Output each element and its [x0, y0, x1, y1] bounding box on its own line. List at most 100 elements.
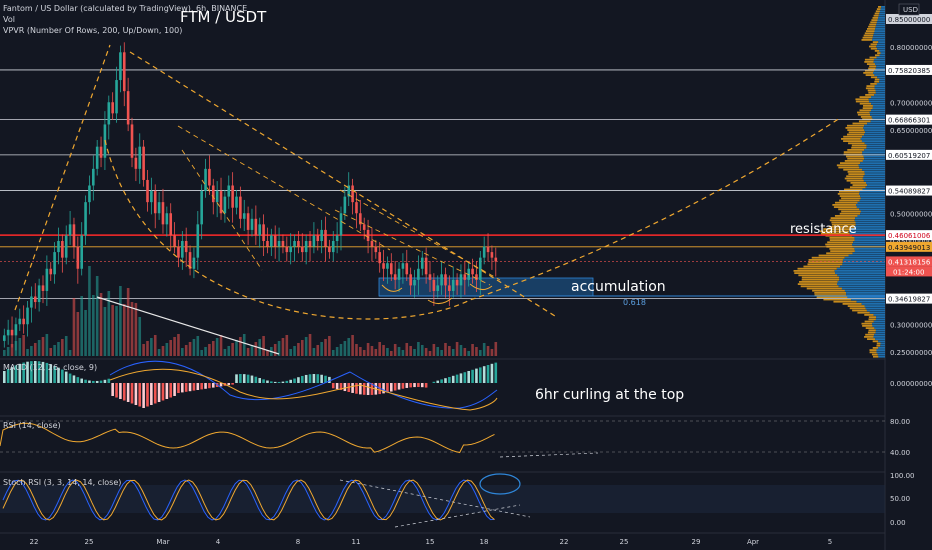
vpvr-up-bar [868, 318, 876, 321]
candle-body [331, 241, 335, 253]
vpvr-down-bar [869, 111, 885, 114]
vpvr-down-bar [875, 338, 885, 340]
macd-histogram-bar [130, 383, 134, 404]
vpvr-up-bar [834, 201, 858, 204]
stoch-rsi-pane: 100.00 50.00 0.00 [0, 472, 915, 528]
macd-histogram-bar [26, 361, 29, 383]
vpvr-up-bar [868, 329, 876, 332]
candle-body [219, 191, 223, 214]
macd-histogram-bar [134, 383, 138, 405]
volume-bar [320, 342, 323, 356]
stoch-d-line [2, 479, 495, 521]
volume-bar [250, 345, 254, 356]
volume-bar [475, 347, 478, 356]
volume-bar [362, 350, 366, 356]
candle-body [107, 102, 111, 125]
candle-body [68, 224, 72, 236]
date-axis[interactable]: 22 25 Mar 4 8 11 15 18 22 25 29 Apr 5 [30, 538, 833, 546]
volume-bar [181, 348, 184, 356]
vpvr-up-bar [841, 138, 861, 140]
vpvr-down-bar [837, 281, 885, 283]
vpvr-up-bar [857, 311, 870, 314]
price-level-label: 0.75820385 [888, 67, 930, 75]
candle-body [80, 235, 83, 269]
vpvr-up-bar [849, 186, 866, 189]
vpvr-up-bar [868, 67, 876, 70]
vpvr-down-bar [876, 21, 885, 24]
price-level-label: 0.54089827 [888, 188, 930, 196]
vpvr-down-bar [842, 259, 885, 261]
vpvr-up-bar [871, 353, 878, 356]
macd-histogram-bar [424, 383, 428, 388]
price-axis[interactable]: 0.80000000 0.70000000 0.65000000 0.50000000… [886, 14, 932, 357]
volume-bar [366, 343, 370, 356]
vpvr-down-bar [836, 267, 885, 270]
vpvr-up-bar [816, 296, 848, 299]
candle-body [88, 185, 91, 203]
vpvr-up-bar [846, 179, 864, 182]
inner-channel-upper [339, 189, 501, 281]
volume-bar [88, 266, 91, 356]
vpvr-up-bar [841, 210, 861, 213]
volume-bar [479, 350, 482, 356]
macd-histogram-bar [181, 383, 184, 393]
currency-badge[interactable] [898, 3, 920, 16]
macd-histogram-bar [33, 361, 37, 383]
vpvr-down-bar [848, 254, 885, 257]
macd-histogram-bar [10, 367, 14, 383]
candle-body [270, 235, 273, 247]
volume-bar [486, 346, 490, 356]
macd-histogram-bar [30, 361, 33, 383]
macd-histogram-bar [95, 380, 99, 383]
vpvr-down-bar [878, 347, 885, 349]
vpvr-up-bar [864, 314, 874, 316]
candle-body [390, 263, 393, 275]
vpvr-down-bar [875, 91, 885, 94]
price-level-label: 0.43949013 [888, 244, 930, 252]
vpvr-down-bar [842, 261, 885, 263]
macd-histogram-bar [304, 374, 308, 383]
candle-body [463, 274, 467, 280]
date-tick: 25 [85, 538, 94, 546]
candle-body [153, 191, 157, 214]
vpvr-up-bar [800, 285, 839, 288]
vpvr-up-bar [848, 142, 865, 145]
macd-histogram-bar [440, 379, 443, 383]
volume-bar [231, 343, 234, 356]
vpvr-up-bar [855, 98, 869, 101]
vpvr-up-bar [870, 83, 877, 85]
vpvr-down-bar [851, 228, 885, 230]
macd-histogram-bar [150, 383, 153, 405]
vpvr-up-bar [858, 120, 871, 123]
stoch-trendline-upper [339, 479, 531, 518]
volume-bar [30, 346, 33, 356]
macd-histogram-bar [138, 383, 142, 407]
macd-histogram-bar [355, 383, 358, 394]
volume-bar [324, 339, 327, 356]
volume-bar [409, 346, 412, 356]
vpvr-down-bar [863, 127, 885, 129]
volume-bar [95, 276, 99, 356]
vpvr-down-bar [872, 39, 885, 41]
macd-histogram-bar [88, 380, 91, 383]
vpvr-down-bar [876, 45, 885, 48]
vpvr-up-bar [876, 344, 881, 347]
vpvr-up-bar [845, 127, 864, 129]
macd-histogram-bar [76, 377, 80, 383]
volume-bar [68, 350, 72, 356]
vpvr-up-bar [875, 10, 880, 13]
macd-histogram-bar [173, 383, 176, 396]
price-level-tag [886, 14, 932, 24]
macd-histogram-bar [390, 383, 393, 392]
macd-histogram-bar [281, 381, 285, 383]
macd-histogram-bar [211, 383, 215, 388]
vpvr-down-bar [876, 351, 885, 354]
vpvr-down-bar [837, 283, 885, 285]
candle-body [122, 52, 126, 92]
candle-body [420, 257, 424, 269]
vpvr-up-bar [806, 287, 842, 290]
candle-body [72, 224, 76, 247]
vpvr-up-bar [843, 168, 863, 171]
